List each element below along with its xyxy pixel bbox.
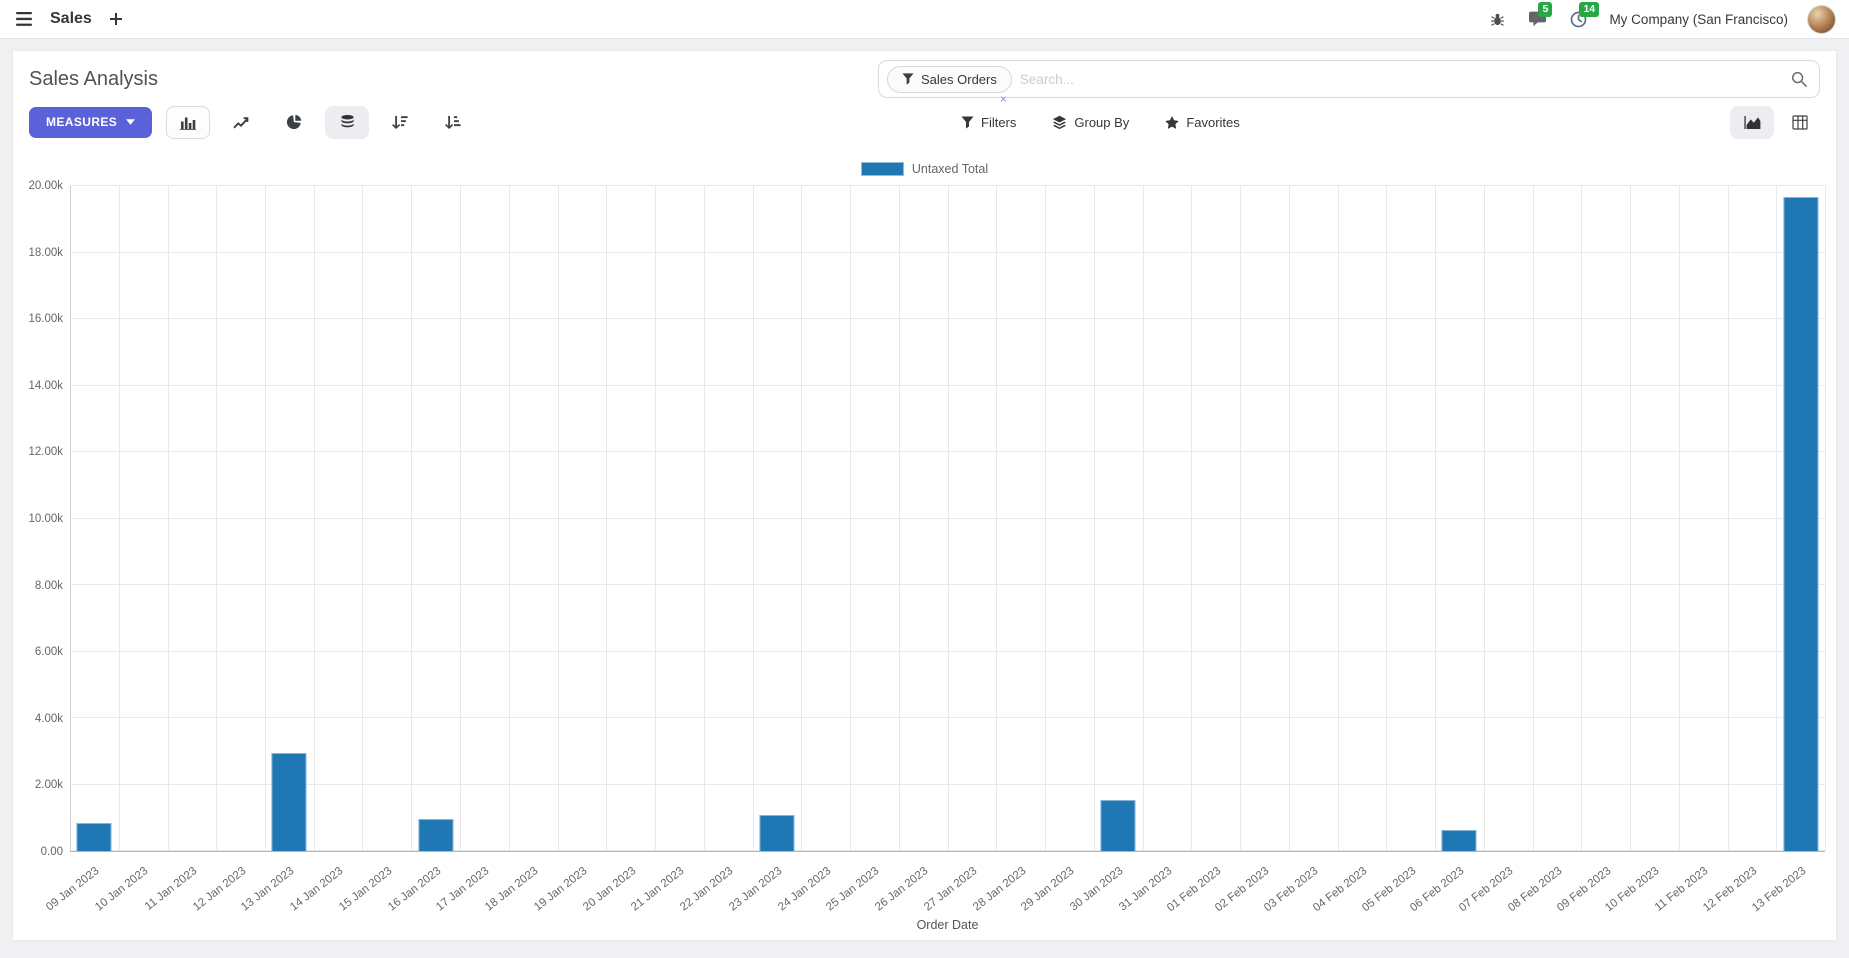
star-icon xyxy=(1165,115,1180,129)
chart-legend[interactable]: Untaxed Total xyxy=(13,150,1836,184)
stacked-database-icon xyxy=(341,114,354,128)
apps-menu-icon[interactable] xyxy=(14,10,34,28)
y-tick-label: 20.00k xyxy=(28,180,63,192)
content-area: Sales Analysis Sales Orders × MEASURES xyxy=(0,39,1849,958)
y-tick-label: 2.00k xyxy=(34,779,63,792)
bar-13-jan-2023[interactable] xyxy=(271,752,307,851)
favorites-button[interactable]: Favorites xyxy=(1165,115,1240,130)
bar-30-jan-2023[interactable] xyxy=(1100,799,1136,851)
area-chart-icon xyxy=(1743,115,1760,129)
bar-chart-icon xyxy=(180,117,197,130)
filter-funnel-icon xyxy=(902,73,914,85)
search-facet-sales-orders[interactable]: Sales Orders × xyxy=(887,65,1012,105)
plot-area xyxy=(70,185,1826,852)
facet-remove-icon[interactable]: × xyxy=(999,91,1007,106)
app-name[interactable]: Sales xyxy=(50,10,92,27)
activities-count-badge: 14 xyxy=(1579,1,1600,17)
y-tick-label: 4.00k xyxy=(34,712,63,725)
chart-type-pie-button[interactable] xyxy=(272,106,316,139)
debug-bug-icon[interactable] xyxy=(1488,10,1507,29)
chevron-down-icon xyxy=(126,119,136,125)
y-tick-label: 0.00 xyxy=(40,846,63,858)
chart-area: 0.00 2.00k 4.00k 6.00k 8.00k 10.00k 12.00k 14.0… xyxy=(28,180,1826,936)
y-tick-label: 6.00k xyxy=(34,646,63,659)
y-tick-label: 8.00k xyxy=(34,579,63,592)
view-switcher-pivot-button[interactable] xyxy=(1778,106,1822,139)
x-axis-title: Order Date xyxy=(916,918,979,932)
stacked-toggle-button[interactable] xyxy=(325,105,370,139)
sort-descending-icon xyxy=(392,115,408,129)
bar-06-feb-2023[interactable] xyxy=(1441,829,1477,851)
y-tick-label: 12.00k xyxy=(28,446,63,459)
y-tick-label: 14.00k xyxy=(28,379,63,392)
y-tick-label: 16.00k xyxy=(28,313,63,326)
company-switcher[interactable]: My Company (San Francisco) xyxy=(1609,11,1788,27)
search-icon[interactable] xyxy=(1791,71,1807,87)
top-navbar: Sales 5 14 My Company (San Francisco) xyxy=(0,0,1849,39)
new-tab-plus-icon[interactable] xyxy=(108,11,124,27)
view-card: Sales Analysis Sales Orders × MEASURES xyxy=(13,51,1836,940)
legend-swatch xyxy=(860,162,904,176)
user-avatar[interactable] xyxy=(1808,5,1835,33)
filter-funnel-icon xyxy=(961,115,974,129)
facet-label: Sales Orders xyxy=(921,71,997,87)
line-chart-icon xyxy=(233,117,249,129)
y-axis: 0.00 2.00k 4.00k 6.00k 8.00k 10.00k 12.00k 14.0… xyxy=(13,180,63,858)
pivot-table-icon xyxy=(1792,114,1808,130)
page-title: Sales Analysis xyxy=(29,67,158,90)
y-tick-label: 18.00k xyxy=(28,246,63,259)
legend-label: Untaxed Total xyxy=(911,162,989,176)
chart-type-line-button[interactable] xyxy=(219,106,263,139)
search-input[interactable] xyxy=(1019,71,1791,87)
bar-23-jan-2023[interactable] xyxy=(759,815,795,851)
filters-button[interactable]: Filters xyxy=(961,115,1016,130)
measures-button[interactable]: MEASURES xyxy=(29,106,153,138)
sort-ascending-icon xyxy=(445,115,461,129)
bar-13-feb-2023[interactable] xyxy=(1783,196,1819,851)
layers-icon xyxy=(1053,115,1067,129)
search-bar[interactable]: Sales Orders × xyxy=(878,60,1820,105)
view-switcher-graph-button[interactable] xyxy=(1730,105,1774,139)
group-by-button[interactable]: Group By xyxy=(1052,115,1129,130)
chart-type-bar-button[interactable] xyxy=(166,105,211,139)
y-tick-label: 10.00k xyxy=(28,513,63,525)
bar-09-jan-2023[interactable] xyxy=(76,823,112,851)
sort-descending-button[interactable] xyxy=(378,106,422,139)
pie-chart-icon xyxy=(287,114,302,130)
messages-count-badge: 5 xyxy=(1538,2,1553,17)
activities-clock-icon[interactable] xyxy=(1568,9,1589,30)
bar-16-jan-2023[interactable] xyxy=(418,819,454,851)
sort-ascending-button[interactable] xyxy=(431,106,475,139)
